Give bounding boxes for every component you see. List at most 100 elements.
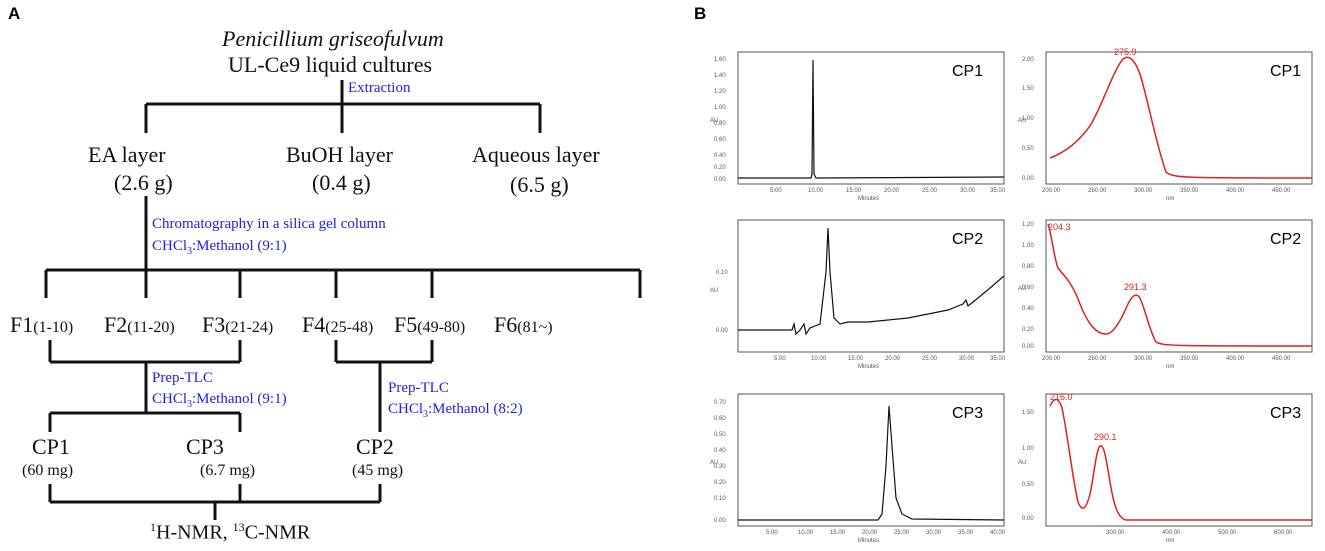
- x-tick: 300.00: [1134, 188, 1153, 194]
- x-tick: 450.00: [1272, 188, 1291, 194]
- chromatogram-label: CP1: [952, 63, 983, 80]
- y-tick: 1.20: [1022, 222, 1034, 228]
- y-tick: 0.40: [714, 448, 726, 454]
- layer-buoh-name: BuOH layer: [286, 142, 393, 167]
- y-tick: 0.50: [1022, 482, 1034, 488]
- compound-cp2-mass: (45 mg): [352, 462, 404, 479]
- chromatogram-label: CP2: [952, 231, 983, 248]
- x-tick: 200.00: [1042, 188, 1061, 194]
- chromatogram-cp3: 0.70 0.60 0.50 0.40 0.30 0.20 0.10 0.00 …: [710, 393, 1006, 544]
- chromatogram-trace: [738, 405, 1005, 521]
- x-axis-title: Minutes: [858, 196, 879, 202]
- peak-label: 216.0: [1050, 392, 1073, 402]
- x-axis-title: Minutes: [858, 538, 879, 544]
- y-tick: 0.20: [1022, 327, 1034, 333]
- x-tick: 25.00: [922, 356, 938, 362]
- layer-aqueous-mass: (6.5 g): [510, 172, 569, 197]
- compound-cp1-mass: (60 mg): [22, 462, 74, 479]
- prep-tlc-right-solvent: CHCl3:Methanol (8:2): [388, 401, 523, 420]
- peak-label: 290.1: [1094, 432, 1117, 442]
- x-tick: 20.00: [862, 530, 878, 536]
- x-tick: 250.00: [1088, 188, 1107, 194]
- y-tick: 0.00: [1022, 176, 1034, 182]
- spectrum-label: CP1: [1270, 63, 1301, 80]
- y-axis-title: AU: [1018, 118, 1026, 124]
- y-tick: 0.40: [714, 153, 726, 159]
- prep-tlc-right-label: Prep-TLC: [388, 380, 449, 396]
- fraction-f1: F1(1-10): [10, 312, 74, 337]
- x-tick: 30.00: [959, 356, 975, 362]
- chromatogram-trace: [738, 227, 1005, 336]
- x-tick: 15.00: [830, 530, 846, 536]
- x-axis-title: nm: [1166, 196, 1174, 202]
- chromatogram-label: CP3: [952, 405, 983, 422]
- chromatogram-cp1: 1.60 1.40 1.20 1.00 0.80 0.60 0.40 0.20 …: [710, 51, 1006, 202]
- x-axis-title: nm: [1166, 538, 1174, 544]
- x-tick: 30.00: [926, 530, 942, 536]
- y-axis-title: AU: [1018, 460, 1026, 466]
- x-tick: 5.00: [766, 530, 778, 536]
- x-tick: 450.00: [1272, 356, 1291, 362]
- fraction-f2: F2(11-20): [104, 312, 175, 337]
- x-tick: 300.00: [1134, 356, 1153, 362]
- y-tick: 0.50: [714, 432, 726, 438]
- y-tick: 0.40: [1022, 306, 1034, 312]
- prep-tlc-left-solvent: CHCl3:Methanol (9:1): [152, 391, 287, 410]
- prep-tlc-left-label: Prep-TLC: [152, 370, 213, 386]
- panel-b-letter: B: [694, 4, 707, 23]
- y-tick: 1.20: [714, 89, 726, 95]
- y-axis-title: AU: [710, 288, 718, 294]
- x-tick: 350.00: [1180, 188, 1199, 194]
- x-tick: 35.00: [990, 356, 1006, 362]
- y-tick: 0.10: [714, 496, 726, 502]
- x-tick: 10.00: [811, 356, 827, 362]
- y-tick: 0.70: [714, 400, 726, 406]
- y-tick: 1.00: [1022, 446, 1034, 452]
- x-tick: 25.00: [922, 188, 938, 194]
- y-tick: 0.80: [714, 121, 726, 127]
- y-tick: 1.50: [1022, 86, 1034, 92]
- chromatogram-cp2: 0.10 0.00 AU 5.00 10.00 15.00 20.00 25.0…: [710, 219, 1006, 370]
- y-axis-title: AU: [710, 118, 718, 124]
- panel-a-letter: A: [8, 4, 21, 23]
- spectrum-cp2: 1.20 1.00 0.80 0.60 0.40 0.20 0.00 AU 20…: [1018, 219, 1313, 370]
- y-tick: 1.00: [714, 105, 726, 111]
- peak-label: 275.9: [1114, 47, 1137, 57]
- y-tick: 0.00: [716, 328, 728, 334]
- spectrum-cp3: 1.50 1.00 0.50 0.00 AU 300.00 400.00 500…: [1018, 392, 1313, 544]
- x-tick: 600.00: [1274, 530, 1293, 536]
- x-tick: 200.00: [1042, 356, 1061, 362]
- nmr-label: 1H-NMR, 13C-NMR: [150, 520, 311, 544]
- x-tick: 400.00: [1226, 188, 1245, 194]
- y-tick: 0.00: [1022, 344, 1034, 350]
- chromatography-solvent: CHCl3:Methanol (9:1): [152, 238, 287, 257]
- compound-cp2-name: CP2: [356, 434, 394, 459]
- chromatogram-trace: [738, 59, 1005, 179]
- x-tick: 250.00: [1088, 356, 1107, 362]
- compound-cp3-name: CP3: [186, 434, 224, 459]
- y-tick: 0.10: [716, 270, 728, 276]
- x-tick: 10.00: [798, 530, 814, 536]
- spectrum-trace: [1049, 398, 1312, 521]
- x-axis-title: Minutes: [858, 364, 879, 370]
- fraction-f6: F6(81~): [494, 312, 553, 337]
- y-tick: 0.80: [1022, 264, 1034, 270]
- x-tick: 400.00: [1226, 356, 1245, 362]
- y-tick: 0.60: [1022, 285, 1034, 291]
- x-tick: 350.00: [1180, 356, 1199, 362]
- x-tick: 15.00: [848, 356, 864, 362]
- compound-cp1-name: CP1: [32, 434, 70, 459]
- x-tick: 20.00: [884, 188, 900, 194]
- y-tick: 1.60: [714, 57, 726, 63]
- flowchart-lines: [44, 80, 642, 520]
- x-tick: 5.00: [770, 188, 782, 194]
- y-tick: 0.20: [714, 480, 726, 486]
- x-tick: 10.00: [808, 188, 824, 194]
- layer-ea-mass: (2.6 g): [114, 170, 173, 195]
- x-tick: 25.00: [894, 530, 910, 536]
- x-tick: 300.00: [1106, 530, 1125, 536]
- y-tick: 0.60: [714, 137, 726, 143]
- x-tick: 5.00: [774, 356, 786, 362]
- x-tick: 35.00: [958, 530, 974, 536]
- x-tick: 35.00: [990, 188, 1006, 194]
